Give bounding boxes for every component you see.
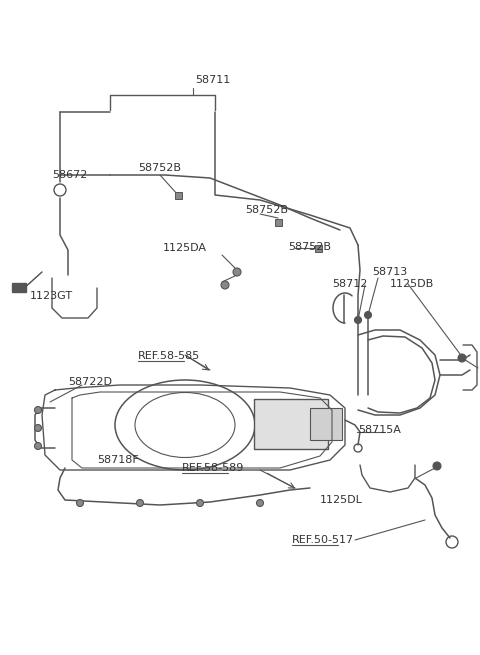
Circle shape: [35, 424, 41, 432]
FancyBboxPatch shape: [254, 399, 328, 449]
Text: 1125DA: 1125DA: [163, 243, 207, 253]
Text: 58672: 58672: [52, 170, 87, 180]
Bar: [12, 283, 26, 292]
Text: REF.50-517: REF.50-517: [292, 535, 354, 545]
Circle shape: [35, 407, 41, 413]
Circle shape: [196, 500, 204, 506]
Circle shape: [256, 500, 264, 506]
Circle shape: [35, 443, 41, 449]
Circle shape: [233, 268, 241, 276]
Circle shape: [221, 281, 229, 289]
FancyBboxPatch shape: [310, 408, 342, 440]
Circle shape: [364, 312, 372, 318]
Text: 1125DL: 1125DL: [320, 495, 363, 505]
Circle shape: [355, 316, 361, 324]
Text: 58715A: 58715A: [358, 425, 401, 435]
Text: REF.58-589: REF.58-589: [182, 463, 244, 473]
Circle shape: [433, 462, 441, 470]
Text: 58752B: 58752B: [288, 242, 331, 252]
Circle shape: [136, 500, 144, 506]
Text: 1125DB: 1125DB: [390, 279, 434, 289]
Bar: [275, 219, 281, 225]
Text: 58713: 58713: [372, 267, 407, 277]
Circle shape: [458, 354, 466, 362]
Circle shape: [76, 500, 84, 506]
Text: REF.58-585: REF.58-585: [138, 351, 200, 361]
Text: 58718F: 58718F: [97, 455, 139, 465]
Text: 58752B: 58752B: [138, 163, 181, 173]
Text: 1123GT: 1123GT: [30, 291, 73, 301]
Bar: [175, 191, 181, 198]
Text: 58711: 58711: [195, 75, 230, 85]
Bar: [314, 244, 322, 252]
Text: 58752B: 58752B: [245, 205, 288, 215]
Text: 58712: 58712: [332, 279, 367, 289]
Text: 58722D: 58722D: [68, 377, 112, 387]
